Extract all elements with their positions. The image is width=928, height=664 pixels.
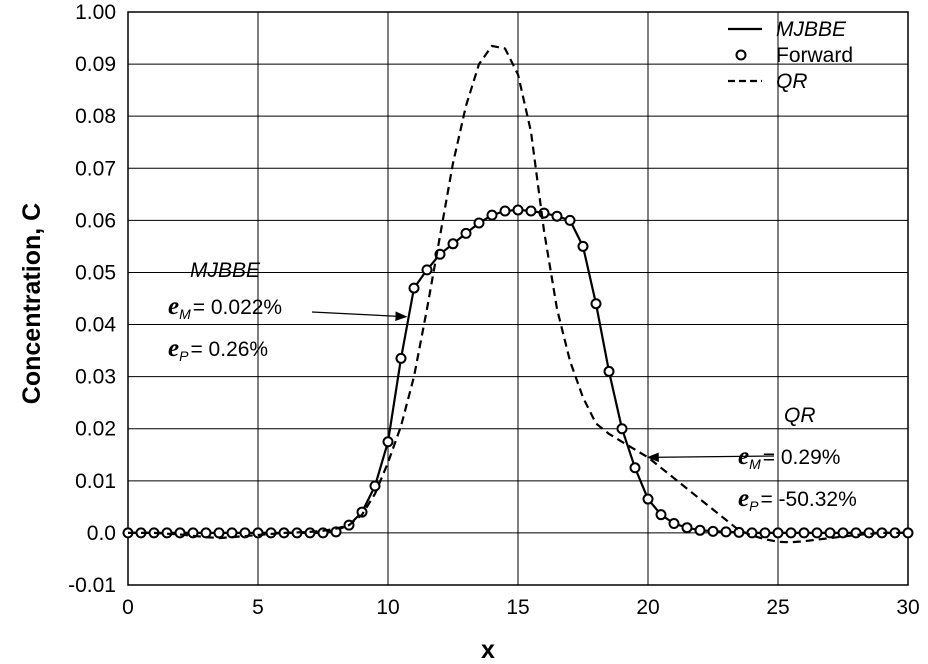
legend-marker [735,49,747,61]
data-point-forward [499,205,511,217]
data-point-forward [668,518,680,530]
data-point-forward [590,298,602,310]
y-axis-ticks: -0.01 0.0 0.01 0.02 0.03 0.04 0.05 0.06 0.07 0.08… [68,1,116,597]
x-tick-label: 0 [122,596,134,619]
data-point-forward [681,522,693,534]
x-tick-label: 20 [636,596,659,619]
data-point-forward [642,493,654,505]
legend-item-qr: QR [728,70,808,93]
data-point-forward [213,527,225,539]
data-point-forward [564,214,576,226]
data-point-forward [525,205,537,217]
data-point-forward [512,204,524,216]
data-point-forward [655,509,667,521]
x-axis-ticks: 0 5 10 15 20 25 30 [122,596,920,619]
data-point-forward [408,282,420,294]
legend-item-mjbbe: MJBBE [728,18,847,41]
data-point-forward [616,423,628,435]
y-tick-label: 1.00 [75,1,116,24]
annotation-mjbbe: MJBBE eM= 0.022% eP= 0.26% [168,259,408,364]
y-tick-label: 0.0 [87,522,116,545]
annotation-title: QR [784,404,816,427]
annotation-qr: QR eM= 0.29% eP= -50.32% [646,404,857,514]
x-tick-label: 30 [896,596,919,619]
y-tick-label: 0.07 [75,157,116,180]
plot-frame [127,11,909,586]
data-point-forward [811,527,823,539]
x-tick-label: 10 [376,596,399,619]
data-point-forward [850,527,862,539]
grid [127,11,909,586]
data-point-forward [629,462,641,474]
data-point-forward [382,436,394,448]
data-point-forward [824,527,836,539]
data-point-forward [330,526,342,538]
y-tick-label: 0.08 [75,105,116,128]
data-point-forward [603,365,615,377]
y-tick-label: 0.02 [75,418,116,441]
legend-label: MJBBE [776,18,847,41]
annotation-arrow [311,311,408,321]
annotations: MJBBE eM= 0.022% eP= 0.26% QR eM= 0.29% eP= -… [168,259,857,514]
y-tick-label: 0.01 [75,470,116,493]
data-point-forward [694,524,706,536]
y-tick-label: 0.06 [75,209,116,232]
data-point-forward [356,506,368,518]
y-tick-label: -0.01 [68,574,116,597]
data-point-forward [421,264,433,276]
data-point-forward [174,527,186,539]
series-layer [122,44,914,544]
data-point-forward [707,525,719,537]
data-point-forward [785,527,797,539]
y-tick-label: 0.09 [75,53,116,76]
x-axis-title: x [481,636,495,664]
x-tick-label: 15 [506,596,529,619]
x-tick-label: 5 [252,596,264,619]
data-point-forward [798,527,810,539]
y-tick-label: 0.05 [75,261,116,284]
annotation-title: MJBBE [190,259,261,282]
annotation-error-line: eM= 0.022% [168,293,282,322]
annotation-arrow [646,452,775,463]
data-point-forward [369,480,381,492]
legend-label: Forward [776,44,853,67]
data-point-forward [772,527,784,539]
legend-item-forward: Forward [735,44,853,67]
data-point-forward [447,238,459,250]
data-point-forward [395,352,407,364]
legend-label: QR [776,70,808,93]
annotation-error-line: eM= 0.29% [738,443,840,472]
annotation-error-line: eP= 0.26% [168,335,268,364]
data-point-forward [486,209,498,221]
y-tick-label: 0.04 [75,314,116,337]
data-point-forward [720,526,732,538]
data-point-forward [551,210,563,222]
data-point-forward [759,527,771,539]
annotation-error-line: eP= -50.32% [738,485,857,514]
series-line-qr [128,44,908,544]
y-axis-title: Concentration, C [18,203,46,404]
x-tick-label: 25 [766,596,789,619]
data-point-forward [837,527,849,539]
data-point-forward [902,527,914,539]
legend: MJBBE Forward QR [728,18,853,93]
data-point-forward [577,240,589,252]
data-point-forward [460,227,472,239]
y-tick-label: 0.03 [75,366,116,389]
data-point-forward [473,217,485,229]
